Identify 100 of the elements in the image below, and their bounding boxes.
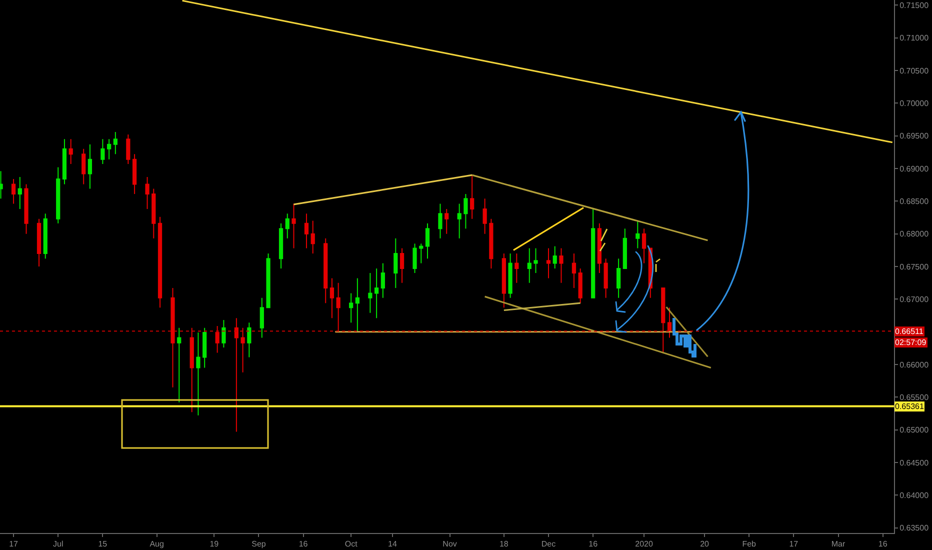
candlestick: [292, 203, 296, 249]
x-tick-label: 16: [298, 540, 308, 549]
candlestick: [170, 288, 175, 388]
x-tick-label: 17: [789, 540, 799, 549]
x-tick-label: 20: [700, 540, 710, 549]
x-tick-label: 16: [878, 540, 888, 549]
y-tick-label: 0.71500: [900, 1, 930, 10]
candlestick: [43, 213, 48, 260]
candlestick: [88, 144, 92, 190]
y-tick-label: 0.70000: [900, 99, 930, 108]
candlestick: [667, 307, 672, 338]
candlestick: [419, 243, 424, 264]
candlestick: [400, 248, 404, 284]
candlestick: [559, 248, 564, 284]
candlestick: [177, 327, 182, 403]
candlestick: [126, 134, 130, 164]
candlestick: [330, 278, 334, 319]
candlestick: [616, 258, 621, 298]
candlestick: [324, 238, 328, 304]
candlestick: [11, 178, 16, 204]
candlestick: [502, 252, 506, 308]
candlestick: [234, 318, 238, 432]
candlestick: [661, 288, 666, 354]
x-tick-label: 15: [98, 540, 108, 549]
candlestick: [215, 325, 220, 354]
ref-line-label: 0.66511: [895, 327, 924, 336]
candlestick: [636, 220, 640, 249]
y-tick-label: 0.68500: [900, 196, 930, 206]
candlestick: [152, 188, 156, 239]
y-tick-label: 0.67000: [900, 294, 930, 304]
candlestick: [374, 268, 379, 319]
candlestick: [552, 246, 557, 269]
y-tick-label: 0.65500: [900, 392, 930, 402]
candlestick: [514, 252, 519, 284]
candlestick: [222, 320, 226, 348]
candlestick: [36, 218, 42, 267]
candlestick: [470, 174, 474, 220]
candlestick: [527, 248, 532, 284]
candlestick: [190, 327, 194, 413]
candlestick: [304, 213, 309, 249]
candlestick: [597, 222, 602, 274]
x-tick-label: Jul: [52, 540, 64, 549]
candlestick: [355, 278, 360, 332]
candlestick: [482, 198, 487, 234]
x-tick-label: Dec: [541, 540, 556, 549]
candlestick: [457, 203, 462, 239]
candlestick: [107, 138, 112, 160]
x-tick-label: 18: [499, 540, 509, 549]
y-tick-label: 0.65000: [900, 426, 930, 435]
candlestick: [534, 248, 538, 274]
y-tick-label: 0.66000: [900, 360, 930, 370]
candlestick: [642, 228, 646, 264]
candlestick: [202, 327, 207, 368]
y-tick-label: 0.69000: [900, 164, 930, 174]
x-tick-label: 2020: [635, 540, 654, 549]
candlestick: [100, 138, 105, 164]
candlestick: [546, 248, 551, 279]
candlestick: [62, 138, 67, 185]
candlestick: [68, 138, 73, 164]
candlestick: [591, 208, 596, 298]
candlestick: [24, 184, 28, 234]
y-tick-label: 0.68000: [900, 230, 930, 239]
candlestick: [278, 222, 284, 269]
candlestick: [158, 216, 162, 308]
x-tick-label: 14: [388, 540, 398, 549]
candlestick: [240, 327, 245, 373]
candlestick: [604, 258, 608, 298]
candlestick: [132, 154, 137, 194]
candlestick: [368, 272, 372, 314]
candlestick: [336, 282, 340, 333]
x-tick-label: 19: [210, 540, 220, 549]
x-tick-label: Feb: [742, 540, 757, 549]
candlestick: [622, 228, 627, 269]
candlestick: [266, 252, 270, 308]
x-tick-label: 16: [588, 540, 598, 549]
candlestick: [412, 243, 417, 274]
y-tick-label: 0.67500: [900, 262, 930, 272]
y-tick-label: 0.63500: [900, 524, 930, 533]
candlestick: [113, 131, 118, 155]
candlestick: [310, 220, 315, 254]
candlestick: [464, 194, 468, 230]
candlestick: [489, 218, 494, 269]
x-tick-label: 17: [9, 540, 19, 549]
candlestick: [349, 292, 354, 324]
x-tick-label: Nov: [442, 540, 457, 549]
candlestick: [578, 268, 582, 304]
text: 02:57:09: [895, 338, 927, 347]
candlestick: [572, 252, 576, 289]
candlestick: [260, 297, 264, 338]
x-tick-label: Aug: [150, 540, 164, 549]
y-tick-label: 0.70500: [900, 66, 930, 76]
y-tick-label: 0.64500: [900, 458, 930, 468]
candlestick: [18, 176, 22, 210]
y-tick-label: 0.64000: [900, 490, 930, 500]
candlestick: [438, 203, 442, 239]
candlestick: [196, 332, 200, 416]
candlestick: [380, 262, 385, 298]
y-tick-label: 0.71000: [900, 34, 930, 43]
x-tick-label: Mar: [831, 540, 846, 549]
y-tick-label: 0.69500: [900, 132, 930, 141]
